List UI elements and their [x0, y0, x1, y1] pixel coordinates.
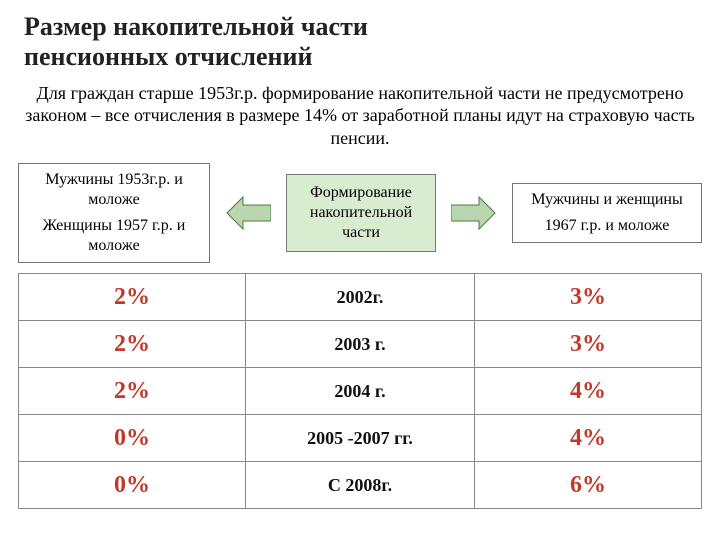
left-pct-cell: 0% — [18, 462, 246, 509]
left-pct-cell: 2% — [18, 274, 246, 321]
middle-formation-box: Формирование накопительной части — [286, 174, 436, 252]
right-pct-cell: 4% — [474, 368, 702, 415]
right-box-line2: 1967 г.р. и моложе — [521, 216, 693, 236]
left-pct-cell: 0% — [18, 415, 246, 462]
year-cell: 2004 г. — [246, 368, 474, 415]
year-cell: С 2008г. — [246, 462, 474, 509]
title-line-2: пенсионных отчислений — [24, 42, 312, 71]
arrow-left-wrap — [225, 195, 271, 231]
year-cell: 2005 -2007 гг. — [246, 415, 474, 462]
left-percent-column: 2% 2% 2% 0% 0% — [18, 274, 246, 509]
page-title: Размер накопительной части пенсионных от… — [18, 12, 702, 72]
right-box-line1: Мужчины и женщины — [521, 190, 693, 210]
year-cell: 2002г. — [246, 274, 474, 321]
right-pct-cell: 4% — [474, 415, 702, 462]
right-group-box: Мужчины и женщины 1967 г.р. и моложе — [512, 183, 702, 243]
year-cell: 2003 г. — [246, 321, 474, 368]
arrow-right-shape — [451, 197, 495, 229]
left-pct-cell: 2% — [18, 368, 246, 415]
year-column: 2002г. 2003 г. 2004 г. 2005 -2007 гг. С … — [246, 274, 474, 509]
percent-table: 2% 2% 2% 0% 0% 2002г. 2003 г. 2004 г. 20… — [18, 273, 702, 509]
arrow-right-wrap — [451, 195, 497, 231]
right-percent-column: 3% 3% 4% 4% 6% — [474, 274, 702, 509]
left-box-line1: Мужчины 1953г.р. и моложе — [27, 170, 201, 210]
title-line-1: Размер накопительной части — [24, 12, 368, 41]
subtitle-text: Для граждан старше 1953г.р. формирование… — [18, 82, 702, 150]
arrow-left-icon — [225, 195, 271, 231]
right-pct-cell: 3% — [474, 274, 702, 321]
left-group-box: Мужчины 1953г.р. и моложе Женщины 1957 г… — [18, 163, 210, 263]
info-boxes-row: Мужчины 1953г.р. и моложе Женщины 1957 г… — [18, 163, 702, 263]
arrow-left-shape — [227, 197, 271, 229]
left-box-line2: Женщины 1957 г.р. и моложе — [27, 216, 201, 256]
left-pct-cell: 2% — [18, 321, 246, 368]
right-pct-cell: 3% — [474, 321, 702, 368]
arrow-right-icon — [451, 195, 497, 231]
right-pct-cell: 6% — [474, 462, 702, 509]
